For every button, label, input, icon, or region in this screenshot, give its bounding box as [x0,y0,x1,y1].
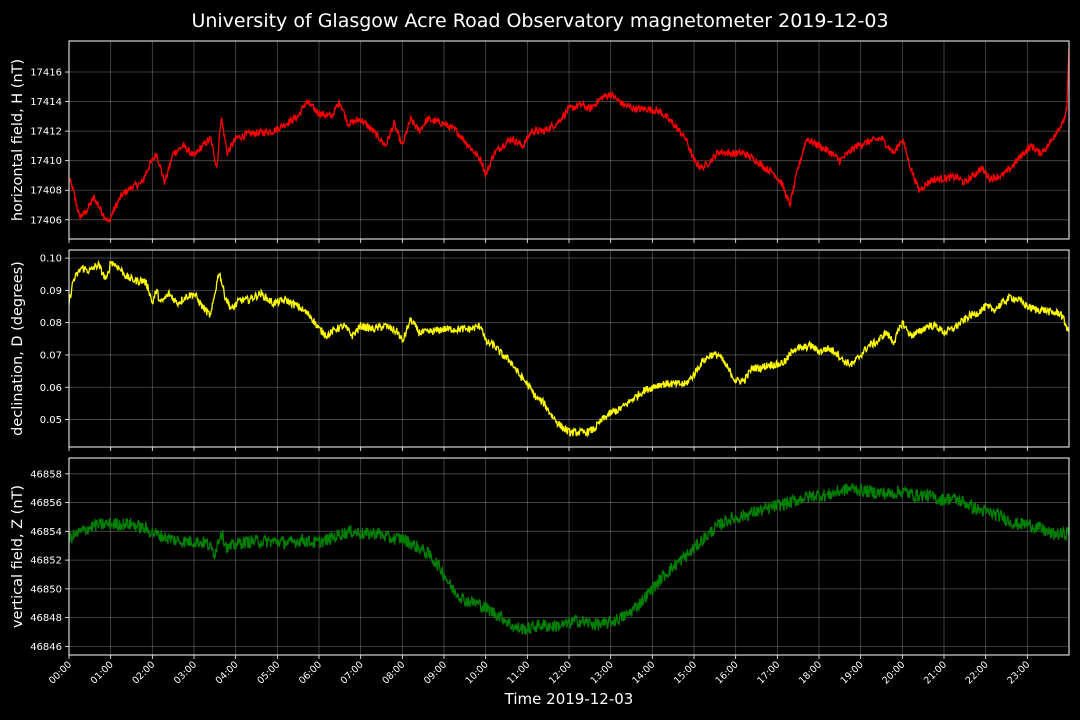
y-tick-label: 17406 [30,215,62,226]
y-axis-label: vertical field, Z (nT) [10,485,26,628]
x-tick-label: 15:00 [672,659,699,686]
y-tick-label: 46854 [30,527,62,538]
x-tick-label: 04:00 [214,659,241,686]
x-tick-label: 17:00 [755,659,782,686]
x-tick-label: 20:00 [880,659,907,686]
y-tick-label: 46848 [30,613,62,624]
y-tick-label: 46846 [30,642,62,653]
x-tick-label: 02:00 [130,659,157,686]
panel-declination: 0.05 0.06 0.07 0.08 0.09 0.10 declination, D (… [10,249,1070,451]
x-tick-label: 16:00 [714,659,741,686]
x-tick-label: 18:00 [797,659,824,686]
x-tick-label: 07:00 [339,659,366,686]
x-tick-label: 14:00 [630,659,657,686]
y-tick-label: 0.05 [40,415,62,426]
y-tick-label: 0.07 [40,350,62,361]
series-line-vertical [69,483,1069,636]
x-tick-label: 11:00 [505,659,532,686]
y-tick-label: 0.08 [40,318,62,329]
series-line-horizontal [69,48,1069,223]
axes-frame [68,457,1070,656]
x-tick-label: 12:00 [547,659,574,686]
axes-frame [68,40,1070,240]
x-tick-label: 00:00 [47,659,74,686]
chart-title: University of Glasgow Acre Road Observat… [191,10,889,32]
y-tick-label: 0.10 [40,254,62,265]
x-tick-label: 01:00 [89,659,116,686]
x-tick-label: 13:00 [589,659,616,686]
y-tick-label: 17410 [30,156,62,167]
y-tick-label: 17412 [30,127,62,138]
y-tick-label: 17416 [30,68,62,79]
x-tick-label: 03:00 [172,659,199,686]
y-tick-label: 46850 [30,584,62,595]
x-tick-label: 06:00 [297,659,324,686]
x-tick-label: 09:00 [422,659,449,686]
x-tick-label: 10:00 [464,659,491,686]
x-tick-label: 19:00 [839,659,866,686]
y-axis-label: declination, D (degrees) [10,261,26,436]
series-line-declination [69,259,1069,438]
x-tick-label: 05:00 [255,659,282,686]
y-tick-label: 46852 [30,556,62,567]
panel-horizontal: 17406 17408 17410 17412 17414 17416 horizontal… [10,40,1070,243]
x-tick-label: 08:00 [380,659,407,686]
y-tick-label: 17408 [30,186,62,197]
x-tick-label: 22:00 [964,659,991,686]
x-tick-label: 23:00 [1005,659,1032,686]
x-axis-label: Time 2019-12-03 [504,690,634,708]
y-tick-label: 17414 [30,97,62,108]
y-axis-label: horizontal field, H (nT) [10,59,26,221]
panel-vertical: 46846 46848 46850 46852 46854 46856 46858 verti… [10,457,1070,659]
y-tick-label: 46858 [30,469,62,480]
y-tick-label: 0.06 [40,383,62,394]
axes-frame [68,249,1070,448]
x-tick-label: 21:00 [922,659,949,686]
y-tick-label: 0.09 [40,286,62,297]
y-tick-label: 46856 [30,498,62,509]
